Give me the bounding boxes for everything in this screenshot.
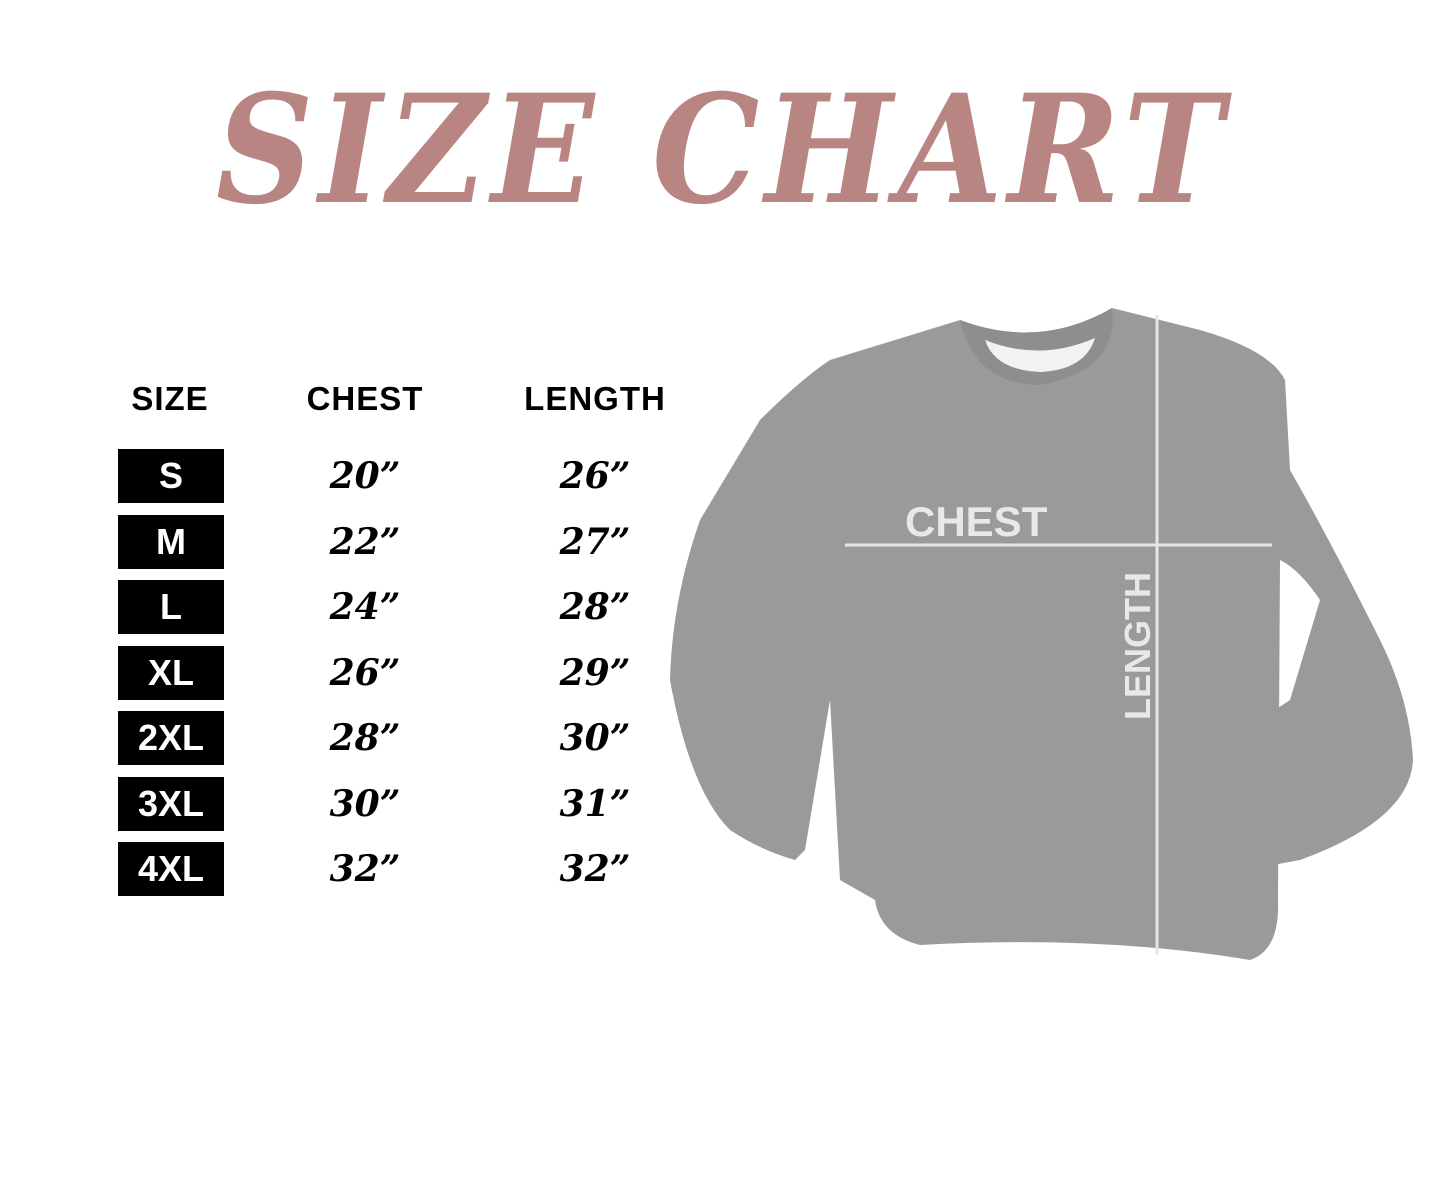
table-row: 4XL 32” 32” <box>0 842 720 896</box>
length-label: LENGTH <box>1117 572 1158 720</box>
table-row: S 20” 26” <box>0 449 720 503</box>
chest-value: 26” <box>329 651 401 694</box>
length-value: 30” <box>559 717 631 759</box>
header-chest: CHEST <box>306 380 424 417</box>
chest-value: 22” <box>329 520 401 563</box>
table-row: 2XL 28” 30” <box>0 711 720 765</box>
chest-value: 30” <box>329 782 401 825</box>
chest-value: 32” <box>329 848 401 890</box>
table-row: L 24” 28” <box>0 580 720 634</box>
table-row: M 22” 27” <box>0 514 720 569</box>
size-badge: 2XL <box>118 711 224 765</box>
page-title: SIZE CHART <box>215 62 1230 238</box>
length-value: 28” <box>559 586 631 628</box>
size-badge: S <box>118 449 224 503</box>
table-row: XL 26” 29” <box>0 645 720 700</box>
size-badge: 4XL <box>118 842 224 896</box>
collar-icon <box>960 308 1113 385</box>
size-badge: L <box>118 580 224 634</box>
header-length: LENGTH <box>524 380 666 417</box>
chest-value: 24” <box>329 586 401 628</box>
header-size: SIZE <box>131 380 209 417</box>
size-badge: M <box>118 514 224 569</box>
table-row: 3XL 30” 31” <box>0 776 720 831</box>
length-value: 26” <box>559 455 631 497</box>
chest-value: 28” <box>329 717 401 759</box>
size-badge: 3XL <box>118 776 224 831</box>
length-value: 27” <box>559 520 631 563</box>
length-value: 31” <box>559 782 631 825</box>
size-badge: XL <box>118 645 224 700</box>
chest-value: 20” <box>329 455 401 497</box>
chest-label: CHEST <box>905 498 1048 545</box>
sweatshirt-body <box>670 308 1413 960</box>
length-value: 32” <box>559 848 631 890</box>
collar-tag <box>985 338 1095 372</box>
length-value: 29” <box>559 651 631 694</box>
